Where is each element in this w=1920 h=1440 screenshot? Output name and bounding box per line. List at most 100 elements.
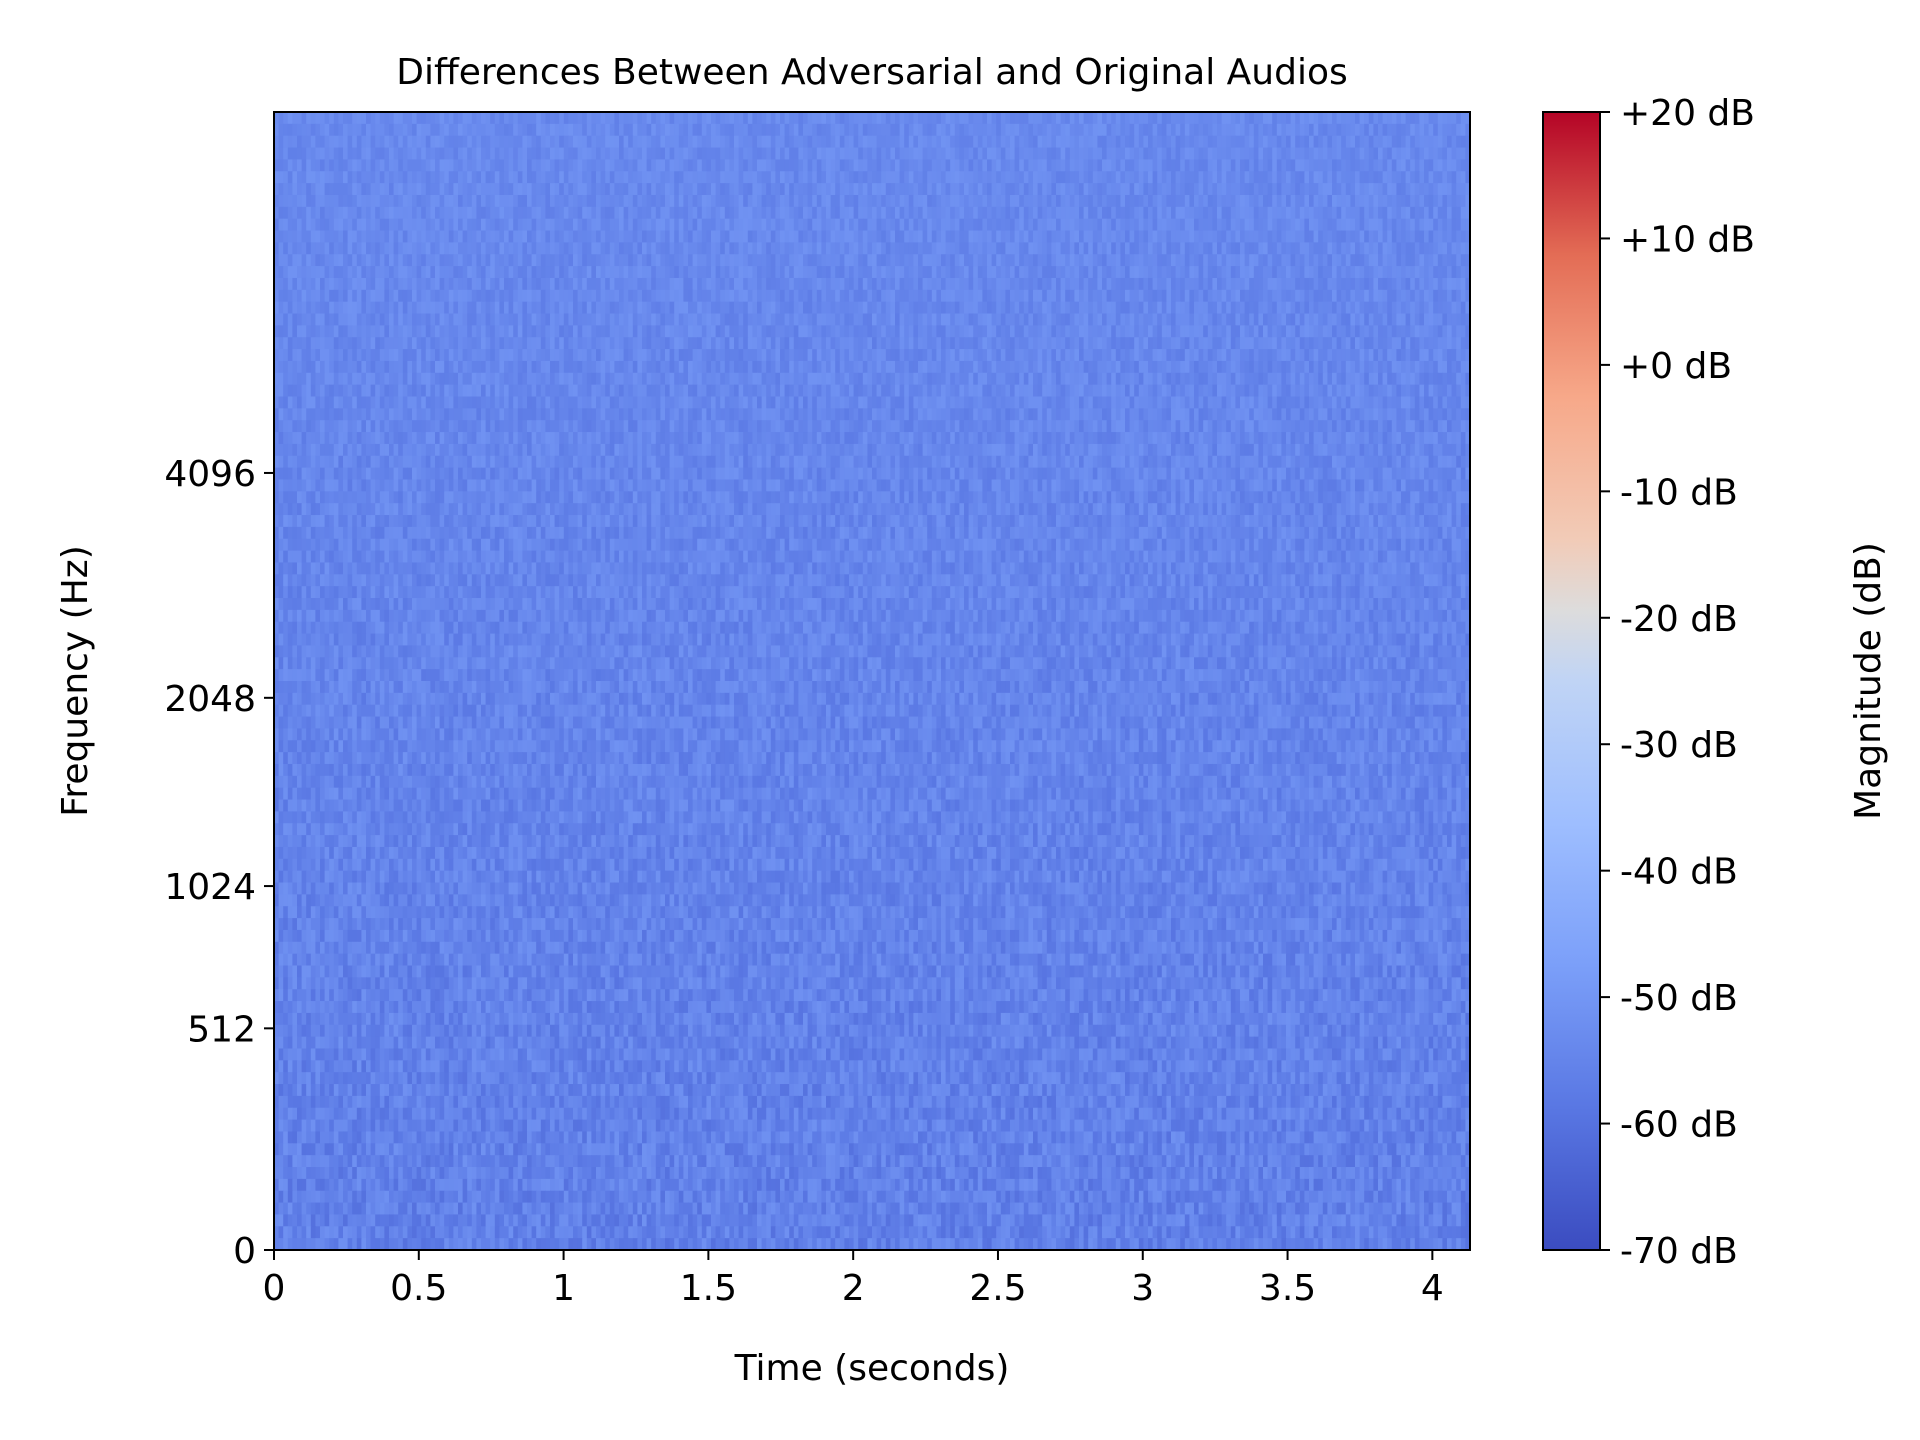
heatmap-cell xyxy=(476,112,482,125)
heatmap-cell xyxy=(996,218,1002,232)
heatmap-cell xyxy=(1166,218,1172,232)
heatmap-cell xyxy=(853,194,859,208)
heatmap-cell xyxy=(366,325,372,338)
heatmap-cell xyxy=(692,147,698,161)
heatmap-cell xyxy=(674,194,680,208)
heatmap-cell xyxy=(278,313,284,326)
heatmap-cell xyxy=(1074,313,1080,326)
heatmap-cell xyxy=(1396,159,1402,172)
heatmap-cell xyxy=(1051,325,1057,338)
heatmap-cell xyxy=(826,254,832,267)
heatmap-cell xyxy=(697,230,703,243)
heatmap-cell xyxy=(729,147,735,161)
heatmap-cell xyxy=(586,313,592,326)
heatmap-cell xyxy=(1157,135,1163,149)
heatmap-cell xyxy=(1120,194,1126,208)
heatmap-cell xyxy=(283,218,289,232)
heatmap-cell xyxy=(384,337,390,350)
heatmap-cell xyxy=(747,194,753,208)
heatmap-cell xyxy=(867,159,873,172)
heatmap-cell xyxy=(522,183,528,196)
heatmap-cell xyxy=(651,289,657,303)
heatmap-cell xyxy=(430,337,436,350)
heatmap-cell xyxy=(807,171,813,184)
heatmap-cell xyxy=(453,254,459,267)
heatmap-cell xyxy=(936,218,942,232)
heatmap-cell xyxy=(720,242,726,255)
heatmap-cell xyxy=(582,230,588,243)
heatmap-cell xyxy=(904,301,910,315)
heatmap-cell xyxy=(812,230,818,243)
heatmap-cell xyxy=(1299,218,1305,232)
heatmap-cell xyxy=(895,112,901,125)
heatmap-cell xyxy=(508,206,514,220)
heatmap-cell xyxy=(642,206,648,220)
heatmap-cell xyxy=(467,112,473,125)
heatmap-cell xyxy=(1401,301,1407,315)
heatmap-cell xyxy=(1350,242,1356,255)
heatmap-cell xyxy=(485,183,491,196)
heatmap-cell xyxy=(1410,266,1416,279)
heatmap-cell xyxy=(642,277,648,291)
heatmap-cell xyxy=(1235,183,1241,196)
heatmap-cell xyxy=(1281,123,1287,137)
heatmap-cell xyxy=(425,277,431,291)
heatmap-cell xyxy=(389,206,395,220)
heatmap-cell xyxy=(1125,112,1131,125)
heatmap-cell xyxy=(1184,289,1190,303)
heatmap-cell xyxy=(448,277,454,291)
heatmap-cell xyxy=(982,206,988,220)
heatmap-cell xyxy=(430,266,436,279)
heatmap-cell xyxy=(1355,277,1361,291)
heatmap-cell xyxy=(1419,135,1425,149)
heatmap-cell xyxy=(890,289,896,303)
heatmap-cell xyxy=(485,254,491,267)
heatmap-cell xyxy=(1410,218,1416,232)
heatmap-cell xyxy=(1290,218,1296,232)
heatmap-cell xyxy=(504,313,510,326)
heatmap-cell xyxy=(1447,183,1453,196)
heatmap-cell xyxy=(1180,206,1186,220)
heatmap-cell xyxy=(1005,123,1011,137)
heatmap-cell xyxy=(1258,123,1264,137)
heatmap-cell xyxy=(1056,230,1062,243)
heatmap-cell xyxy=(1092,147,1098,161)
heatmap-cell xyxy=(297,254,303,267)
heatmap-cell xyxy=(297,289,303,303)
heatmap-cell xyxy=(1111,183,1117,196)
heatmap-cell xyxy=(356,147,362,161)
heatmap-cell xyxy=(531,266,537,279)
heatmap-cell xyxy=(1203,135,1209,149)
heatmap-cell xyxy=(536,325,542,338)
heatmap-cell xyxy=(1364,171,1370,184)
heatmap-cell xyxy=(807,266,813,279)
heatmap-cell xyxy=(646,194,652,208)
heatmap-cell xyxy=(467,206,473,220)
heatmap-cell xyxy=(1350,194,1356,208)
heatmap-cell xyxy=(890,123,896,137)
heatmap-cell xyxy=(425,159,431,172)
heatmap-cell xyxy=(586,159,592,172)
heatmap-cell xyxy=(1171,242,1177,255)
heatmap-cell xyxy=(352,230,358,243)
heatmap-cell xyxy=(1152,242,1158,255)
heatmap-cell xyxy=(1088,194,1094,208)
heatmap-cell xyxy=(959,171,965,184)
heatmap-cell xyxy=(1373,218,1379,232)
heatmap-cell xyxy=(1387,123,1393,137)
heatmap-cell xyxy=(904,266,910,279)
heatmap-cell xyxy=(872,289,878,303)
heatmap-cell xyxy=(439,159,445,172)
heatmap-cell xyxy=(922,301,928,315)
heatmap-cell xyxy=(738,254,744,267)
heatmap-cell xyxy=(439,254,445,267)
heatmap-cell xyxy=(1253,135,1259,149)
heatmap-cell xyxy=(895,277,901,291)
heatmap-cell xyxy=(1313,266,1319,279)
heatmap-cell xyxy=(531,159,537,172)
heatmap-cell xyxy=(743,325,749,338)
heatmap-cell xyxy=(333,230,339,243)
heatmap-cell xyxy=(467,337,473,350)
heatmap-cell xyxy=(688,277,694,291)
heatmap-cell xyxy=(908,171,914,184)
